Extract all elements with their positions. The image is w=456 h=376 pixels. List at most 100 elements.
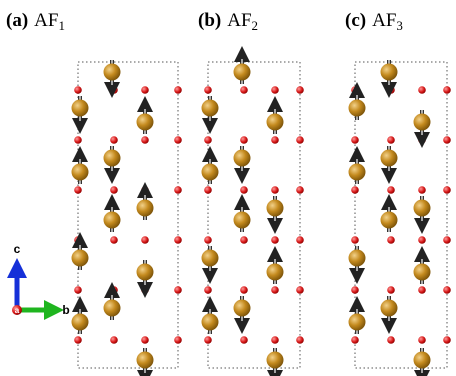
oxygen <box>74 186 82 194</box>
panel-label: (a) <box>6 10 28 31</box>
oxygen <box>296 136 304 144</box>
metal-atom <box>202 164 219 181</box>
oxygen <box>296 86 304 94</box>
metal-atom <box>414 200 431 217</box>
metal-atom <box>234 212 251 229</box>
oxygen <box>443 286 451 294</box>
oxygen <box>351 186 359 194</box>
oxygen <box>141 236 149 244</box>
oxygen <box>387 286 395 294</box>
metal-atom <box>72 164 89 181</box>
oxygen <box>387 236 395 244</box>
oxygen <box>387 186 395 194</box>
oxygen <box>271 186 279 194</box>
cell <box>355 62 447 368</box>
panel-label: (c) <box>345 10 366 31</box>
phase-sub: 3 <box>396 18 403 33</box>
oxygen <box>74 336 82 344</box>
metal-atom <box>104 64 121 81</box>
metal-atom <box>202 314 219 331</box>
metal-atom <box>414 264 431 281</box>
metal-atom <box>72 314 89 331</box>
oxygen <box>271 286 279 294</box>
oxygen <box>110 136 118 144</box>
oxygen <box>296 336 304 344</box>
metal-atom <box>72 250 89 267</box>
oxygen <box>74 136 82 144</box>
oxygen <box>240 136 248 144</box>
metal-atom <box>414 114 431 131</box>
metal-atom <box>349 164 366 181</box>
oxygen <box>174 86 182 94</box>
oxygen <box>271 86 279 94</box>
metal-atom <box>381 150 398 167</box>
oxygen <box>443 136 451 144</box>
oxygen <box>418 286 426 294</box>
structure <box>349 60 451 376</box>
phase-name: AF <box>227 10 251 31</box>
oxygen <box>443 186 451 194</box>
oxygen <box>351 336 359 344</box>
metal-atom <box>202 100 219 117</box>
metal-atom <box>104 212 121 229</box>
oxygen <box>110 236 118 244</box>
metal-atom <box>267 200 284 217</box>
oxygen <box>110 336 118 344</box>
structures <box>72 54 451 376</box>
oxygen <box>443 236 451 244</box>
axis-label: c <box>14 242 21 256</box>
oxygen <box>443 86 451 94</box>
oxygen <box>351 236 359 244</box>
phase-sub: 1 <box>58 18 65 33</box>
oxygen <box>240 336 248 344</box>
oxygen <box>418 336 426 344</box>
panel-title: (b)AF2 <box>198 10 258 33</box>
cell <box>78 62 178 368</box>
oxygen <box>240 286 248 294</box>
axis-label: a <box>15 306 20 315</box>
panel-label: (b) <box>198 10 221 31</box>
metal-atom <box>234 300 251 317</box>
oxygen <box>240 186 248 194</box>
oxygen <box>351 286 359 294</box>
metal-atom <box>137 264 154 281</box>
oxygen <box>271 336 279 344</box>
structure <box>202 54 304 376</box>
axes-triad: c b a <box>12 242 70 317</box>
oxygen <box>296 286 304 294</box>
oxygen <box>418 86 426 94</box>
phase-name: AF <box>34 10 58 31</box>
oxygen <box>204 186 212 194</box>
oxygen <box>204 236 212 244</box>
phase-name: AF <box>372 10 396 31</box>
metal-atom <box>414 352 431 369</box>
oxygen <box>443 336 451 344</box>
metal-atom <box>349 314 366 331</box>
axis-label: b <box>62 303 69 317</box>
oxygen <box>141 136 149 144</box>
metal-atom <box>267 264 284 281</box>
oxygen <box>204 336 212 344</box>
metal-atom <box>381 64 398 81</box>
metal-atom <box>349 250 366 267</box>
oxygen <box>387 136 395 144</box>
metal-atom <box>267 114 284 131</box>
oxygen <box>174 336 182 344</box>
oxygen <box>387 336 395 344</box>
metal-atom <box>72 100 89 117</box>
metal-atom <box>234 64 251 81</box>
metal-atom <box>137 114 154 131</box>
cell <box>208 62 300 368</box>
metal-atom <box>234 150 251 167</box>
oxygen <box>240 86 248 94</box>
metal-atom <box>349 100 366 117</box>
oxygen <box>74 86 82 94</box>
metal-atom <box>381 212 398 229</box>
oxygen <box>418 186 426 194</box>
oxygen <box>296 236 304 244</box>
metal-atom <box>137 200 154 217</box>
panel-title: (a) AF1 <box>6 10 65 33</box>
metal-atom <box>104 150 121 167</box>
oxygen <box>351 136 359 144</box>
oxygen <box>271 236 279 244</box>
